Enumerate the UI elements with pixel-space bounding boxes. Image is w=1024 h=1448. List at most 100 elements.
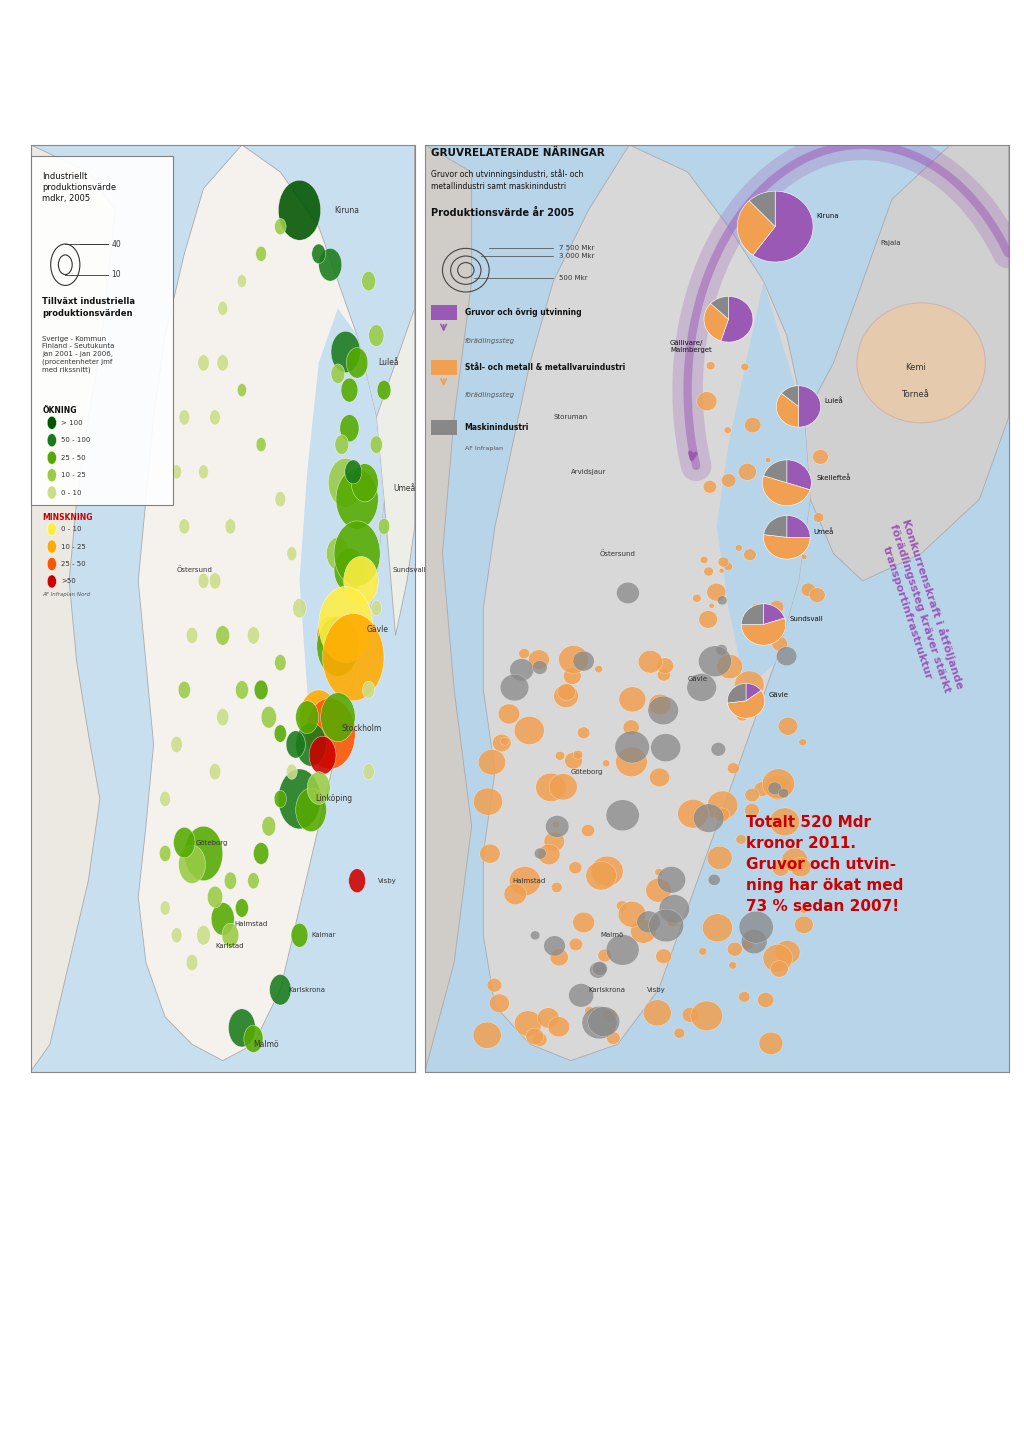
Text: Gävle: Gävle	[688, 676, 708, 682]
Circle shape	[648, 696, 679, 724]
Circle shape	[551, 882, 562, 892]
Circle shape	[588, 1006, 620, 1037]
Circle shape	[501, 675, 528, 701]
Circle shape	[171, 928, 182, 943]
Circle shape	[595, 666, 602, 673]
Circle shape	[47, 523, 56, 536]
Circle shape	[544, 935, 565, 956]
Text: Totalt 520 Mdr
kronor 2011.
Gruvor och utvin-
ning har ökat med
73 % sedan 2007!: Totalt 520 Mdr kronor 2011. Gruvor och u…	[745, 815, 903, 914]
Circle shape	[209, 573, 221, 589]
Circle shape	[530, 931, 540, 940]
Circle shape	[371, 436, 383, 453]
Bar	[431, 420, 457, 434]
Text: förädlingssteg: förädlingssteg	[465, 337, 515, 345]
Circle shape	[711, 743, 726, 756]
FancyBboxPatch shape	[31, 156, 173, 504]
Circle shape	[741, 930, 767, 954]
Circle shape	[693, 804, 724, 833]
Circle shape	[762, 769, 795, 799]
Circle shape	[348, 869, 366, 893]
Circle shape	[707, 362, 715, 369]
Wedge shape	[764, 460, 786, 482]
Circle shape	[778, 717, 798, 736]
Circle shape	[702, 914, 732, 941]
Text: Maskinindustri: Maskinindustri	[465, 423, 529, 432]
Circle shape	[225, 518, 236, 534]
Circle shape	[791, 857, 811, 876]
Text: Halmstad: Halmstad	[234, 921, 267, 927]
Circle shape	[544, 833, 564, 851]
Circle shape	[698, 947, 707, 956]
Circle shape	[703, 568, 714, 576]
Circle shape	[682, 1008, 698, 1022]
Circle shape	[296, 788, 327, 831]
Circle shape	[186, 954, 198, 970]
Bar	[431, 359, 457, 375]
Circle shape	[615, 731, 649, 763]
Text: 3 000 Mkr: 3 000 Mkr	[559, 253, 595, 259]
Circle shape	[813, 513, 823, 523]
Circle shape	[316, 617, 359, 676]
Wedge shape	[745, 683, 761, 701]
Circle shape	[269, 975, 291, 1005]
Circle shape	[248, 873, 259, 889]
Circle shape	[287, 765, 297, 779]
Circle shape	[210, 410, 220, 426]
Circle shape	[659, 895, 689, 922]
Circle shape	[727, 763, 739, 773]
Circle shape	[678, 799, 709, 828]
Text: Gruvor och övrig utvinning: Gruvor och övrig utvinning	[465, 308, 582, 317]
Circle shape	[606, 1031, 621, 1044]
Text: Gällivare/
Malmberget: Gällivare/ Malmberget	[670, 340, 712, 353]
Text: Pajala: Pajala	[881, 240, 901, 246]
Circle shape	[738, 992, 750, 1002]
Text: Sverige - Kommun
Finland - Seutukunta
jan 2001 - jan 2006,
(procentenheter jmf
m: Sverige - Kommun Finland - Seutukunta ja…	[42, 336, 115, 372]
Circle shape	[743, 549, 756, 560]
Circle shape	[598, 948, 611, 961]
Circle shape	[47, 575, 56, 588]
Circle shape	[179, 410, 189, 426]
Circle shape	[744, 804, 759, 817]
Circle shape	[248, 627, 260, 644]
Circle shape	[765, 458, 771, 462]
Circle shape	[274, 791, 287, 808]
Circle shape	[718, 595, 727, 605]
Circle shape	[287, 546, 297, 560]
Circle shape	[211, 902, 234, 935]
Circle shape	[649, 909, 684, 941]
Circle shape	[178, 681, 190, 698]
Circle shape	[776, 647, 797, 666]
Circle shape	[296, 701, 318, 734]
Circle shape	[478, 750, 506, 775]
Circle shape	[563, 668, 582, 685]
Circle shape	[770, 960, 788, 977]
Circle shape	[703, 481, 717, 494]
Circle shape	[47, 452, 56, 465]
Text: AF Infraplan: AF Infraplan	[465, 446, 503, 452]
Wedge shape	[741, 618, 785, 646]
Text: Gävle: Gävle	[768, 692, 788, 698]
Circle shape	[184, 827, 223, 880]
Circle shape	[160, 846, 171, 862]
Polygon shape	[717, 281, 810, 689]
Circle shape	[592, 961, 607, 976]
Text: Visby: Visby	[647, 986, 666, 993]
Circle shape	[741, 940, 754, 950]
Circle shape	[802, 555, 807, 559]
Circle shape	[738, 463, 757, 481]
Circle shape	[275, 491, 286, 507]
Circle shape	[526, 1028, 544, 1045]
Text: Linköping: Linköping	[315, 795, 352, 804]
Circle shape	[224, 872, 237, 889]
Circle shape	[548, 1016, 569, 1037]
Circle shape	[637, 911, 660, 933]
Circle shape	[736, 834, 746, 844]
Circle shape	[616, 582, 639, 604]
Circle shape	[638, 650, 663, 673]
Wedge shape	[762, 476, 810, 505]
Wedge shape	[764, 534, 810, 559]
Circle shape	[573, 750, 583, 759]
Circle shape	[569, 862, 582, 873]
Wedge shape	[727, 691, 765, 718]
Circle shape	[331, 332, 360, 372]
